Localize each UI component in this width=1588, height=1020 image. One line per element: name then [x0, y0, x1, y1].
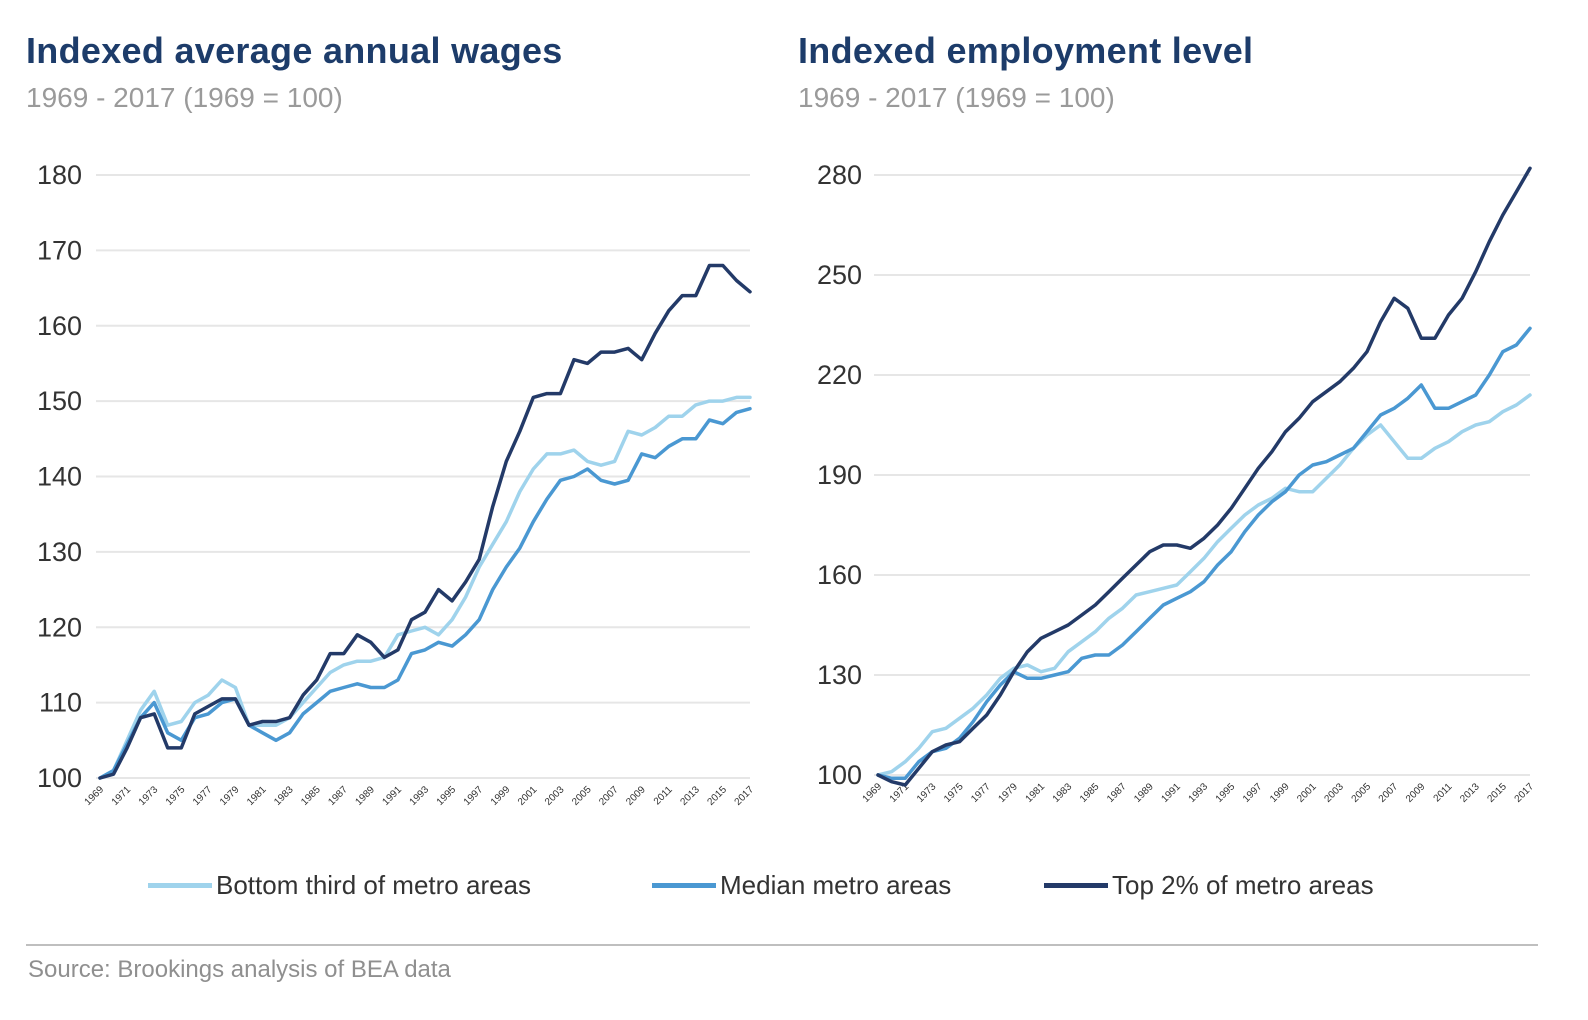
- y-tick-label-employment-220: 220: [817, 360, 862, 390]
- x-tick-label-wages-2001: 2001: [516, 784, 540, 808]
- x-tick-label-wages-1999: 1999: [489, 784, 513, 808]
- series-line-employment-2: [876, 166, 1532, 787]
- x-tick-label-wages-2013: 2013: [678, 784, 702, 808]
- x-tick-label-employment-2001: 2001: [1295, 781, 1319, 805]
- series-line-employment-1: [876, 326, 1532, 781]
- x-tick-label-wages-1969: 1969: [83, 784, 107, 808]
- y-tick-label-wages-110: 110: [39, 688, 82, 718]
- x-tick-label-wages-1975: 1975: [164, 784, 188, 808]
- source-note: Source: Brookings analysis of BEA data: [28, 956, 451, 983]
- x-tick-label-employment-1981: 1981: [1024, 781, 1048, 805]
- x-tick-label-wages-1977: 1977: [191, 784, 215, 808]
- legend: Bottom third of metro areas Median metro…: [0, 870, 1588, 920]
- series-line-wages-2: [98, 263, 752, 780]
- x-tick-label-wages-2009: 2009: [624, 784, 648, 808]
- x-tick-label-employment-1989: 1989: [1132, 781, 1156, 805]
- x-tick-label-employment-1969: 1969: [861, 781, 885, 805]
- x-tick-label-wages-1981: 1981: [245, 784, 269, 808]
- y-tick-label-employment-280: 280: [817, 160, 862, 190]
- series-line-wages-0: [98, 395, 752, 780]
- x-tick-label-wages-1995: 1995: [435, 784, 459, 808]
- x-tick-label-wages-2011: 2011: [652, 784, 675, 807]
- y-tick-label-employment-100: 100: [817, 760, 862, 790]
- x-tick-label-wages-2017: 2017: [733, 784, 757, 808]
- x-tick-label-employment-1995: 1995: [1214, 781, 1238, 805]
- x-tick-label-wages-1983: 1983: [272, 784, 296, 808]
- y-tick-label-wages-130: 130: [37, 537, 82, 567]
- chart-title-employment: Indexed employment level: [798, 30, 1254, 71]
- y-tick-label-wages-150: 150: [37, 386, 82, 416]
- x-tick-label-wages-2005: 2005: [570, 784, 594, 808]
- x-tick-label-employment-1993: 1993: [1187, 781, 1211, 805]
- y-tick-label-employment-160: 160: [817, 560, 862, 590]
- x-tick-label-wages-2015: 2015: [706, 784, 730, 808]
- chart-subtitle-employment: 1969 - 2017 (1969 = 100): [798, 82, 1115, 113]
- x-tick-label-employment-1979: 1979: [996, 781, 1020, 805]
- x-tick-label-employment-2005: 2005: [1350, 781, 1374, 805]
- x-tick-label-employment-1991: 1991: [1159, 781, 1183, 805]
- y-tick-label-employment-250: 250: [817, 260, 862, 290]
- x-tick-label-employment-1997: 1997: [1241, 781, 1265, 805]
- legend-item-top-2: Top 2% of metro areas: [1044, 870, 1374, 901]
- x-tick-label-wages-1973: 1973: [137, 784, 161, 808]
- legend-swatch-bottom-third: [148, 883, 212, 888]
- chart-subtitle-wages: 1969 - 2017 (1969 = 100): [26, 82, 343, 113]
- y-tick-label-wages-120: 120: [37, 612, 82, 642]
- y-tick-label-wages-170: 170: [37, 235, 82, 265]
- x-tick-label-employment-2011: 2011: [1432, 781, 1455, 804]
- y-tick-label-wages-180: 180: [37, 160, 82, 190]
- y-tick-label-wages-160: 160: [37, 311, 82, 341]
- legend-label-median: Median metro areas: [720, 870, 952, 900]
- x-tick-label-employment-2009: 2009: [1404, 781, 1428, 805]
- legend-swatch-top-2: [1044, 883, 1108, 888]
- x-tick-label-wages-1987: 1987: [326, 784, 350, 808]
- series-line-wages-1: [98, 406, 752, 780]
- legend-item-median: Median metro areas: [652, 870, 951, 901]
- x-tick-label-wages-2003: 2003: [543, 784, 567, 808]
- x-tick-label-wages-1979: 1979: [218, 784, 242, 808]
- x-tick-label-employment-1983: 1983: [1051, 781, 1075, 805]
- y-tick-label-employment-190: 190: [817, 460, 862, 490]
- legend-label-top-2: Top 2% of metro areas: [1112, 870, 1374, 900]
- divider: [26, 944, 1538, 946]
- x-tick-label-employment-2007: 2007: [1377, 781, 1401, 805]
- y-tick-label-wages-100: 100: [37, 763, 82, 793]
- x-tick-label-employment-2015: 2015: [1485, 781, 1509, 805]
- x-tick-label-employment-1975: 1975: [942, 781, 966, 805]
- legend-label-bottom-third: Bottom third of metro areas: [216, 870, 532, 900]
- x-tick-label-wages-1993: 1993: [408, 784, 432, 808]
- y-tick-label-wages-140: 140: [37, 462, 82, 492]
- x-tick-label-employment-1987: 1987: [1105, 781, 1129, 805]
- x-tick-label-wages-1989: 1989: [353, 784, 377, 808]
- x-tick-label-employment-1973: 1973: [915, 781, 939, 805]
- x-tick-label-employment-1999: 1999: [1268, 781, 1292, 805]
- chart-title-wages: Indexed average annual wages: [26, 30, 563, 71]
- x-tick-label-wages-2007: 2007: [597, 784, 621, 808]
- series-line-employment-0: [876, 393, 1532, 777]
- x-tick-label-wages-1997: 1997: [462, 784, 486, 808]
- x-tick-label-wages-1985: 1985: [299, 784, 323, 808]
- x-tick-label-employment-2017: 2017: [1513, 781, 1537, 805]
- x-tick-label-wages-1971: 1971: [110, 784, 134, 808]
- legend-swatch-median: [652, 883, 716, 888]
- x-tick-label-employment-1985: 1985: [1078, 781, 1102, 805]
- x-tick-label-employment-2003: 2003: [1322, 781, 1346, 805]
- y-tick-label-employment-130: 130: [817, 660, 862, 690]
- x-tick-label-employment-2013: 2013: [1458, 781, 1482, 805]
- x-tick-label-employment-1977: 1977: [969, 781, 993, 805]
- legend-item-bottom-third: Bottom third of metro areas: [148, 870, 531, 901]
- x-tick-label-wages-1991: 1991: [381, 784, 405, 808]
